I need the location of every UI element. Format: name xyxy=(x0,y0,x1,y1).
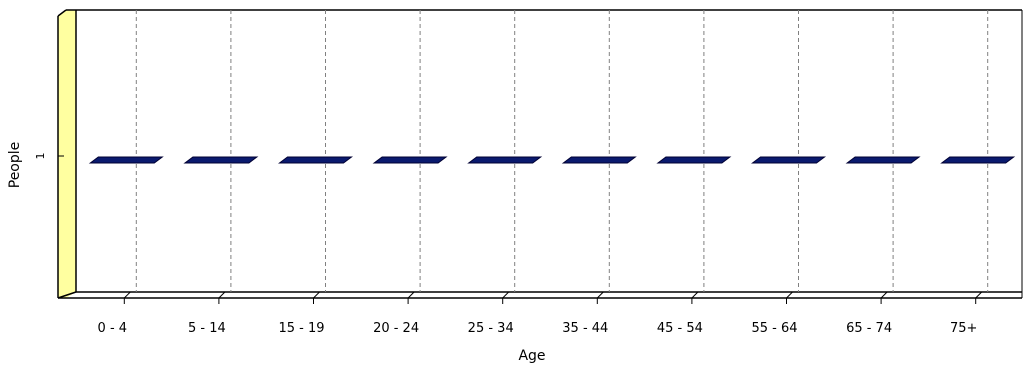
x-tick-label: 55 - 64 xyxy=(751,321,797,336)
x-tick-mark xyxy=(880,291,888,299)
bar xyxy=(845,156,921,164)
x-tick-label: 15 - 19 xyxy=(278,321,324,336)
x-tick-label: 5 - 14 xyxy=(188,321,226,336)
bar xyxy=(656,156,732,164)
x-tick-mark xyxy=(313,291,320,299)
bar xyxy=(372,156,448,164)
x-tick-label: 45 - 54 xyxy=(657,321,703,336)
x-tick-mark xyxy=(502,291,510,299)
bar xyxy=(940,156,1016,164)
x-tick-label: 0 - 4 xyxy=(98,321,128,336)
plot-frame xyxy=(57,9,1023,299)
grid-lines xyxy=(135,10,989,292)
x-tick-label: 25 - 34 xyxy=(468,321,514,336)
bar xyxy=(467,156,543,164)
x-tick-mark xyxy=(975,291,983,299)
bars xyxy=(88,156,1016,164)
x-tick-mark xyxy=(407,291,415,299)
bar xyxy=(561,156,637,164)
left-wall xyxy=(58,10,76,298)
bar xyxy=(183,156,259,164)
x-tick-mark xyxy=(691,291,699,299)
x-tick-label: 35 - 44 xyxy=(562,321,608,336)
floor-corner xyxy=(57,291,77,299)
x-tick-label: 75+ xyxy=(950,321,977,336)
y-tick-label: 1 xyxy=(34,153,47,160)
bar xyxy=(751,156,826,164)
x-axis-labels: 0 - 4 5 - 14 15 - 19 20 - 24 25 - 34 35 - 44 4… xyxy=(98,291,983,336)
x-tick-mark xyxy=(218,291,226,299)
y-axis-title: People xyxy=(7,142,23,189)
x-tick-mark xyxy=(596,291,604,299)
x-tick-label: 20 - 24 xyxy=(373,321,419,336)
y-axis: 1 xyxy=(34,153,64,160)
bar xyxy=(278,156,353,164)
x-tick-mark xyxy=(123,291,131,299)
x-tick-label: 65 - 74 xyxy=(846,321,892,336)
wall-top-corner xyxy=(57,9,67,17)
bar xyxy=(88,156,164,164)
x-axis-title: Age xyxy=(518,348,545,364)
x-tick-mark xyxy=(786,291,793,299)
